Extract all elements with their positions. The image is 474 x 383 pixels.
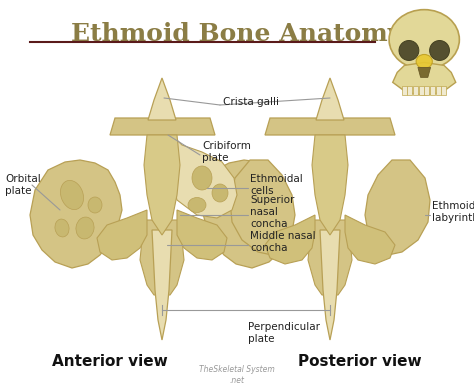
Polygon shape: [170, 135, 237, 218]
Ellipse shape: [188, 198, 206, 213]
Bar: [413, 86, 418, 95]
Polygon shape: [365, 160, 430, 255]
Polygon shape: [202, 160, 294, 268]
Bar: [402, 86, 407, 95]
Ellipse shape: [399, 41, 419, 61]
Polygon shape: [177, 210, 227, 260]
Text: Middle nasal
concha: Middle nasal concha: [250, 231, 316, 253]
Text: TheSkeletal System
.net: TheSkeletal System .net: [199, 365, 275, 383]
Ellipse shape: [76, 217, 94, 239]
Ellipse shape: [212, 184, 228, 202]
Polygon shape: [316, 78, 344, 120]
Polygon shape: [392, 62, 456, 95]
Text: Anterior view: Anterior view: [52, 355, 168, 370]
Polygon shape: [418, 67, 430, 77]
Ellipse shape: [55, 219, 69, 237]
Text: Superior
nasal
concha: Superior nasal concha: [250, 195, 294, 229]
Polygon shape: [345, 215, 395, 264]
Polygon shape: [312, 135, 348, 235]
Bar: [436, 86, 441, 95]
Text: Perpendicular
plate: Perpendicular plate: [248, 322, 320, 344]
Text: Crista galli: Crista galli: [223, 97, 279, 107]
Polygon shape: [308, 220, 352, 295]
Bar: [419, 86, 424, 95]
Ellipse shape: [389, 10, 459, 69]
Polygon shape: [265, 118, 395, 135]
Polygon shape: [97, 210, 147, 260]
Polygon shape: [148, 78, 176, 120]
Text: Ethmoidal
cells: Ethmoidal cells: [250, 174, 303, 196]
Text: Posterior view: Posterior view: [298, 355, 422, 370]
Ellipse shape: [429, 41, 449, 61]
Ellipse shape: [416, 54, 432, 69]
Bar: [430, 86, 435, 95]
Bar: [424, 86, 429, 95]
Text: Ethmoid Bone Anatomy: Ethmoid Bone Anatomy: [72, 22, 402, 46]
Text: Ethmoidal
labyrinths: Ethmoidal labyrinths: [432, 201, 474, 223]
Ellipse shape: [61, 180, 83, 210]
Polygon shape: [110, 118, 215, 135]
Ellipse shape: [88, 197, 102, 213]
Text: Orbital
plate: Orbital plate: [5, 174, 41, 196]
Polygon shape: [30, 160, 122, 268]
Polygon shape: [230, 160, 295, 255]
Polygon shape: [152, 230, 172, 340]
Bar: [407, 86, 412, 95]
Polygon shape: [265, 215, 315, 264]
Polygon shape: [144, 135, 180, 235]
Text: Cribiform
plate: Cribiform plate: [202, 141, 251, 163]
Polygon shape: [320, 230, 340, 340]
Bar: [441, 86, 447, 95]
Polygon shape: [140, 220, 184, 295]
Ellipse shape: [192, 166, 212, 190]
